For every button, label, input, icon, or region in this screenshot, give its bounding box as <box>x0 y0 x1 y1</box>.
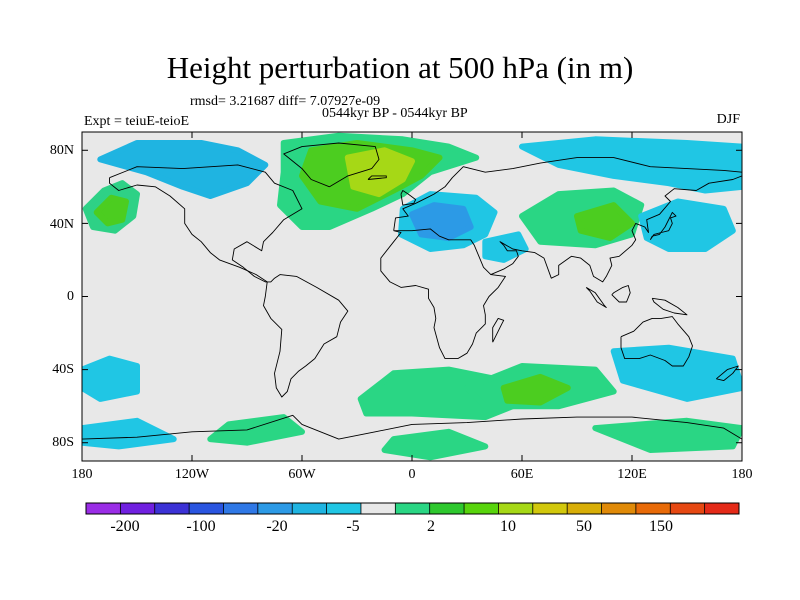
colorbar-label-2: 2 <box>427 518 435 535</box>
period-label: 0544kyr BP - 0544kyr BP <box>322 106 468 121</box>
lon-tick-0: 0 <box>408 467 416 482</box>
colorbar-label-neg100: -100 <box>186 518 216 535</box>
colorbar-swatch-18 <box>704 503 740 514</box>
coastline-11 <box>651 297 688 316</box>
coastline-13 <box>400 190 417 206</box>
colorbar-swatch-9 <box>395 503 431 514</box>
coastline-0 <box>109 164 349 398</box>
experiment-label: Expt = teiuE-teioE <box>84 114 190 129</box>
colorbar-swatch-8 <box>360 503 396 514</box>
anomaly-region-21 <box>592 417 742 453</box>
coastline-9 <box>585 287 607 308</box>
colorbar-label-50: 50 <box>576 518 592 535</box>
lon-tick-180e: 180 <box>731 467 753 482</box>
colorbar-swatch-3 <box>189 503 224 514</box>
anomaly-region-5 <box>344 147 415 198</box>
colorbar-swatch-17 <box>670 503 706 514</box>
lon-tick-60w: 60W <box>288 467 316 482</box>
anomaly-region-20 <box>381 428 489 461</box>
coastline-12 <box>492 317 505 343</box>
coastline-3 <box>393 157 742 231</box>
colorbar-swatch-1 <box>120 503 156 514</box>
coastline-10 <box>611 285 631 303</box>
anomaly-region-16 <box>500 373 571 406</box>
lat-tick-40n: 40N <box>49 217 74 232</box>
colorbar-swatch-2 <box>154 503 190 514</box>
anomaly-region-9 <box>519 136 742 194</box>
colorbar-swatch-7 <box>326 503 362 514</box>
anomaly-region-13 <box>82 355 140 402</box>
map-plot-area <box>81 131 743 462</box>
anomaly-region-1 <box>93 194 129 227</box>
coastline-4 <box>380 228 506 360</box>
colorbar-swatch-10 <box>429 503 465 514</box>
colorbar-label-neg20: -20 <box>266 518 288 535</box>
anomaly-region-19 <box>82 417 177 450</box>
rmsd-stats: rmsd= 3.21687 diff= 7.07927e-09 <box>190 94 381 109</box>
colorbar-swatch-14 <box>567 503 603 514</box>
lat-tick-40s: 40S <box>52 362 74 377</box>
lat-tick-80s: 80S <box>52 435 74 450</box>
coastline-5 <box>490 175 742 283</box>
colorbar-swatch-11 <box>464 503 499 514</box>
lon-tick-120e: 120E <box>617 467 647 482</box>
colorbar-swatch-12 <box>498 503 534 514</box>
colorbar-swatch-4 <box>223 503 259 514</box>
colorbar-swatch-13 <box>532 503 568 514</box>
colorbar-swatch-0 <box>86 503 121 514</box>
anomaly-region-8 <box>482 231 529 263</box>
coastline-14 <box>716 365 739 382</box>
colorbar-swatch-5 <box>257 503 293 514</box>
colorbar-label-neg200: -200 <box>110 518 140 535</box>
plot-title: Height perturbation at 500 hPa (in m) <box>166 50 634 85</box>
anomaly-region-18 <box>207 414 305 446</box>
colorbar-label-10: 10 <box>500 518 516 535</box>
anomaly-region-17 <box>610 344 742 402</box>
coastline-1 <box>109 177 268 283</box>
anomaly-region-11 <box>574 202 635 241</box>
colorbar-swatch-15 <box>601 503 637 514</box>
lon-tick-120w: 120W <box>174 467 210 482</box>
colorbar-label-150: 150 <box>649 518 673 535</box>
colorbar-label-neg5: -5 <box>346 518 360 535</box>
lat-tick-80n: 80N <box>49 143 74 158</box>
lon-tick-180w: 180 <box>71 467 93 482</box>
lon-tick-60e: 60E <box>510 467 534 482</box>
coastline-2 <box>283 142 380 188</box>
coastline-7 <box>82 414 742 440</box>
lat-tick-0: 0 <box>67 289 74 304</box>
season-label: DJF <box>716 112 740 127</box>
coastline-8 <box>649 211 677 241</box>
colorbar-swatch-6 <box>292 503 328 514</box>
anomaly-region-2 <box>97 140 269 199</box>
anomaly-region-7 <box>409 202 474 241</box>
coastline-6 <box>620 316 693 367</box>
coastline-15 <box>367 175 387 180</box>
colorbar-outline <box>85 502 740 515</box>
colorbar-swatch-16 <box>635 503 671 514</box>
